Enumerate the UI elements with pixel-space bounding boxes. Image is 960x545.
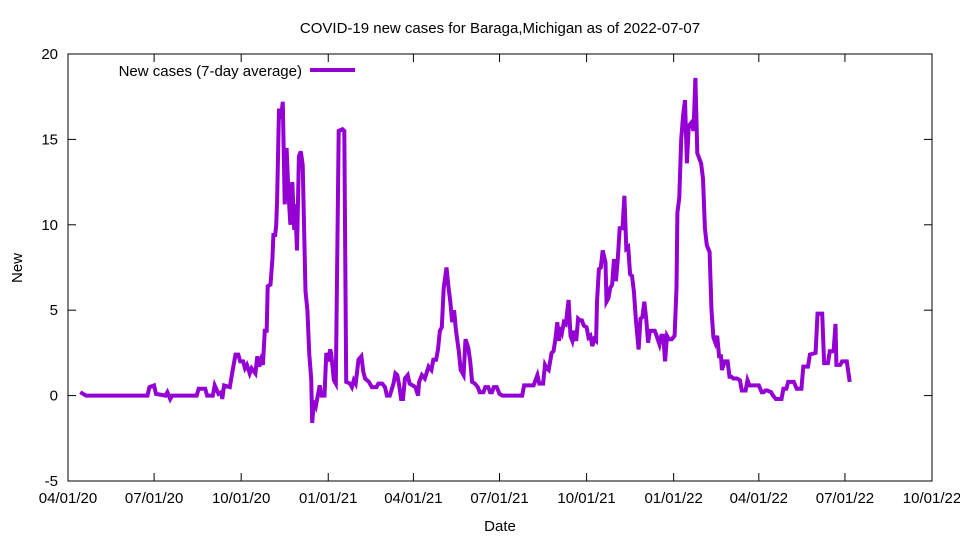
x-tick-label: 10/01/22 [903,490,960,507]
legend: New cases (7-day average) [119,63,355,80]
chart-title: COVID-19 new cases for Baraga,Michigan a… [300,20,700,37]
x-tick-label: 04/01/20 [39,490,97,507]
x-tick-label: 01/01/21 [299,490,357,507]
x-tick-label: 04/01/21 [384,490,442,507]
y-axis: -5 0 5 10 15 20 [41,46,932,490]
series-layer [79,77,852,424]
x-tick-label: 01/01/22 [644,490,702,507]
x-tick-label: 04/01/22 [730,490,788,507]
y-tick-label: -5 [45,473,58,490]
x-tick-label: 07/01/22 [816,490,874,507]
y-tick-label: 15 [41,131,58,148]
legend-label: New cases (7-day average) [119,63,302,80]
plot-frame [67,53,933,482]
x-tick-label: 10/01/20 [212,490,270,507]
y-tick-label: 5 [50,302,58,319]
x-axis-label: Date [484,518,516,535]
x-tick-label: 07/01/20 [125,490,183,507]
x-axis: 04/01/20 07/01/20 10/01/20 01/01/21 04/01/21… [39,54,960,507]
x-tick-label: 07/01/21 [470,490,528,507]
y-tick-label: 10 [41,217,58,234]
x-tick-label: 10/01/21 [557,490,615,507]
y-axis-label: New [9,253,26,283]
series-line-new-cases [79,77,852,424]
y-tick-label: 20 [41,46,58,63]
y-tick-label: 0 [50,388,58,405]
